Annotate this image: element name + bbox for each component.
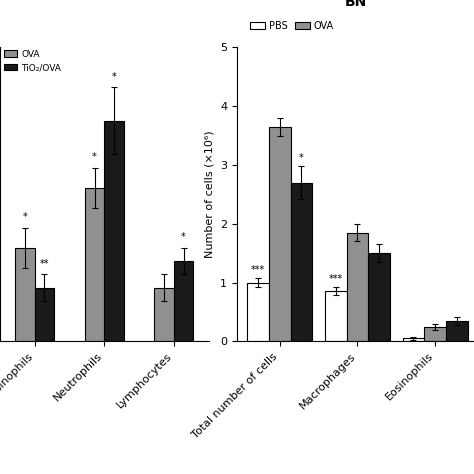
Bar xyxy=(247,283,269,341)
Bar xyxy=(174,261,193,341)
Bar xyxy=(346,233,368,341)
Text: **: ** xyxy=(40,259,49,269)
Bar xyxy=(269,127,291,341)
Text: *: * xyxy=(181,232,186,242)
Text: *: * xyxy=(112,72,117,82)
Legend: OVA, TiO₂/OVA: OVA, TiO₂/OVA xyxy=(0,46,64,76)
Bar xyxy=(424,327,446,341)
Title: BN: BN xyxy=(345,0,366,9)
Legend: PBS, OVA: PBS, OVA xyxy=(246,17,338,35)
Bar xyxy=(402,338,424,341)
Text: *: * xyxy=(23,212,27,222)
Bar xyxy=(15,248,35,341)
Bar xyxy=(85,188,104,341)
Bar xyxy=(104,121,124,341)
Bar xyxy=(446,321,468,341)
Text: ***: *** xyxy=(328,274,343,284)
Bar xyxy=(291,182,312,341)
Y-axis label: Number of cells (×10⁶): Number of cells (×10⁶) xyxy=(205,130,215,258)
Text: *: * xyxy=(92,152,97,162)
Text: *: * xyxy=(299,153,304,163)
Bar xyxy=(35,288,54,341)
Bar xyxy=(368,253,390,341)
Text: ***: *** xyxy=(251,265,265,275)
Bar xyxy=(325,292,346,341)
Bar xyxy=(155,288,174,341)
